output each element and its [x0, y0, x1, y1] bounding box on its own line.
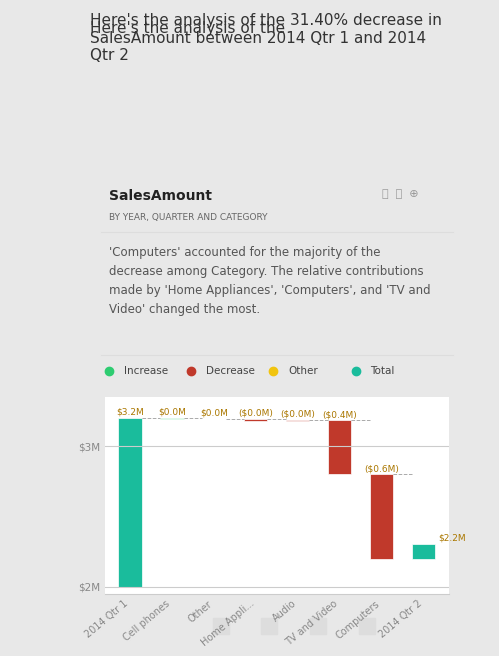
- Bar: [160, 418, 184, 419]
- Text: $0.0M: $0.0M: [200, 408, 228, 417]
- Text: SalesAmount: SalesAmount: [108, 190, 212, 203]
- Bar: [328, 420, 351, 474]
- Bar: [118, 418, 142, 586]
- Text: ($0.0M): ($0.0M): [280, 409, 315, 419]
- Text: Increase: Increase: [123, 366, 168, 377]
- Text: Here's the analysis of the 31.40% decrease in
SalesAmount between 2014 Qtr 1 and: Here's the analysis of the 31.40% decrea…: [90, 13, 442, 63]
- Text: ($0.6M): ($0.6M): [364, 464, 399, 474]
- Text: Here's the analysis of the: Here's the analysis of the: [90, 21, 290, 36]
- Text: ($0.0M): ($0.0M): [239, 409, 273, 418]
- Bar: [370, 474, 394, 558]
- Bar: [412, 544, 436, 558]
- Text: $2.2M: $2.2M: [439, 533, 466, 543]
- Text: 'Computers' accounted for the majority of the
decrease among Category. The relat: 'Computers' accounted for the majority o…: [108, 246, 430, 316]
- Bar: [286, 420, 309, 422]
- Text: 👍  👎  ⊕: 👍 👎 ⊕: [382, 190, 418, 199]
- Text: ($0.4M): ($0.4M): [322, 411, 357, 419]
- Text: $3.2M: $3.2M: [116, 407, 144, 417]
- Text: Other: Other: [288, 366, 318, 377]
- Text: Decrease: Decrease: [206, 366, 254, 377]
- Text: Total: Total: [370, 366, 395, 377]
- Text: $0.0M: $0.0M: [158, 407, 186, 417]
- Text: BY YEAR, QUARTER AND CATEGORY: BY YEAR, QUARTER AND CATEGORY: [108, 213, 267, 222]
- Bar: [245, 419, 267, 420]
